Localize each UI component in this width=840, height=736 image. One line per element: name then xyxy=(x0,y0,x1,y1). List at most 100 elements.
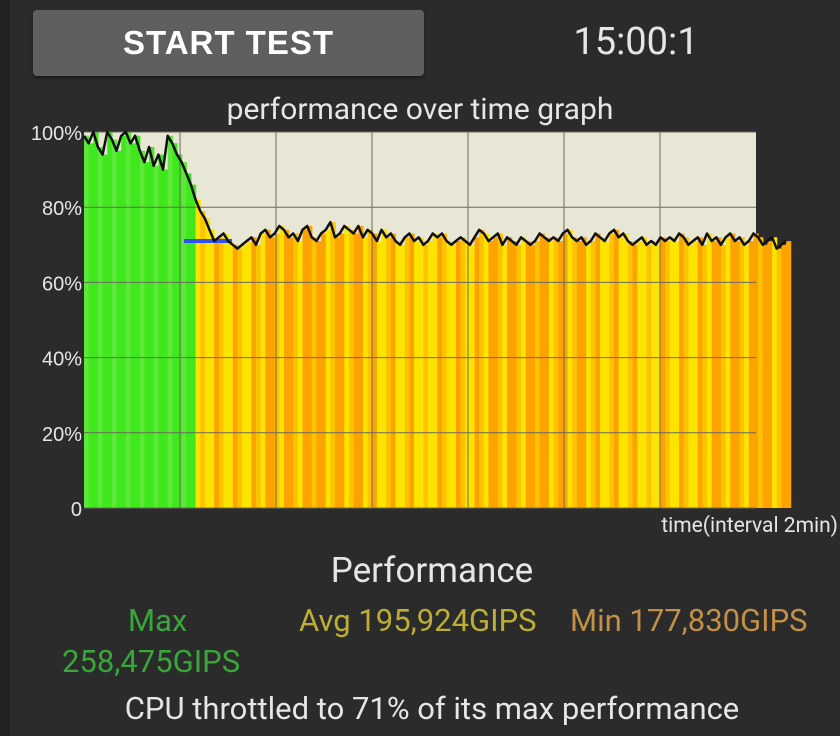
bar xyxy=(469,244,476,509)
bar xyxy=(381,229,387,508)
bar xyxy=(153,165,159,508)
bar xyxy=(609,233,615,508)
bar xyxy=(776,248,782,508)
bar xyxy=(665,241,671,508)
bar xyxy=(242,244,248,509)
bar xyxy=(600,237,606,508)
bar xyxy=(706,233,713,508)
bar xyxy=(200,210,206,508)
bar xyxy=(167,135,173,508)
min-performance: Min 177,830GIPS xyxy=(570,602,808,639)
bar xyxy=(744,244,750,509)
bar xyxy=(372,233,378,508)
graph-title: performance over time graph xyxy=(226,92,614,127)
bar xyxy=(558,241,564,508)
bar xyxy=(232,244,239,509)
bar xyxy=(428,241,434,508)
bar xyxy=(474,237,480,508)
bar xyxy=(772,237,778,508)
bar xyxy=(400,244,406,509)
bar xyxy=(149,147,155,508)
bar xyxy=(269,237,276,508)
bar xyxy=(223,233,229,508)
performance-line xyxy=(82,130,787,250)
bar xyxy=(139,150,146,509)
bar xyxy=(181,162,187,508)
bar xyxy=(521,237,527,508)
bar xyxy=(190,184,197,508)
bar xyxy=(437,237,443,508)
y-tick-label: 100% xyxy=(31,123,82,145)
bar xyxy=(711,241,717,508)
bar xyxy=(130,143,136,508)
bar xyxy=(786,241,792,508)
bar xyxy=(460,237,466,508)
max-performance-label: Max xyxy=(128,602,188,639)
bar xyxy=(604,241,610,508)
y-tick-label: 20% xyxy=(42,424,82,446)
start-test-button[interactable]: START TEST xyxy=(33,10,424,76)
bar xyxy=(293,233,299,508)
y-tick-label: 0 xyxy=(71,499,82,520)
bar xyxy=(497,233,504,508)
bar xyxy=(525,241,531,508)
bar xyxy=(121,135,127,508)
bar xyxy=(362,237,369,508)
bar xyxy=(158,154,164,508)
bar xyxy=(767,241,773,508)
bar xyxy=(618,237,624,508)
bar xyxy=(209,229,215,508)
bar xyxy=(386,237,392,508)
bar xyxy=(530,244,536,509)
bar xyxy=(479,229,485,508)
bar xyxy=(344,226,350,508)
bar xyxy=(613,229,620,508)
y-tick-label: 80% xyxy=(42,198,82,220)
bar xyxy=(502,244,508,509)
bar xyxy=(697,237,703,508)
bar xyxy=(683,237,689,508)
bar xyxy=(567,229,573,508)
bar xyxy=(321,233,327,508)
bar xyxy=(390,233,397,508)
bar xyxy=(669,237,676,508)
bar xyxy=(548,241,555,508)
bar xyxy=(655,244,662,509)
bar xyxy=(116,150,122,509)
bar xyxy=(595,233,601,508)
bar xyxy=(163,169,169,508)
bar xyxy=(511,241,517,508)
y-tick-label: 60% xyxy=(42,273,82,295)
bar xyxy=(325,229,331,508)
bar xyxy=(488,241,494,508)
bar xyxy=(720,244,727,509)
bar xyxy=(237,248,243,508)
bar xyxy=(693,241,699,508)
bar xyxy=(283,229,290,508)
bar xyxy=(125,132,132,508)
bar xyxy=(758,237,764,508)
bar xyxy=(107,132,113,508)
bar xyxy=(279,226,285,508)
bar xyxy=(288,237,294,508)
bar xyxy=(507,237,513,508)
bar xyxy=(646,244,652,509)
bar xyxy=(93,132,99,508)
bar xyxy=(423,244,429,509)
bar xyxy=(256,244,262,509)
bar xyxy=(516,244,522,509)
bar xyxy=(418,237,424,508)
bar xyxy=(623,233,629,508)
y-tick-label: 40% xyxy=(42,349,82,371)
bar xyxy=(335,237,341,508)
performance-chart: 100% 80% 60% 40% 20% 0 xyxy=(31,123,792,520)
bar xyxy=(358,226,364,508)
bar xyxy=(627,241,634,508)
throttle-summary: CPU throttled to 71% of its max performa… xyxy=(124,690,740,727)
bar xyxy=(218,237,225,508)
bar xyxy=(246,241,252,508)
bar xyxy=(102,154,108,508)
bar xyxy=(339,233,345,508)
bar xyxy=(97,147,104,508)
bar xyxy=(111,139,118,508)
